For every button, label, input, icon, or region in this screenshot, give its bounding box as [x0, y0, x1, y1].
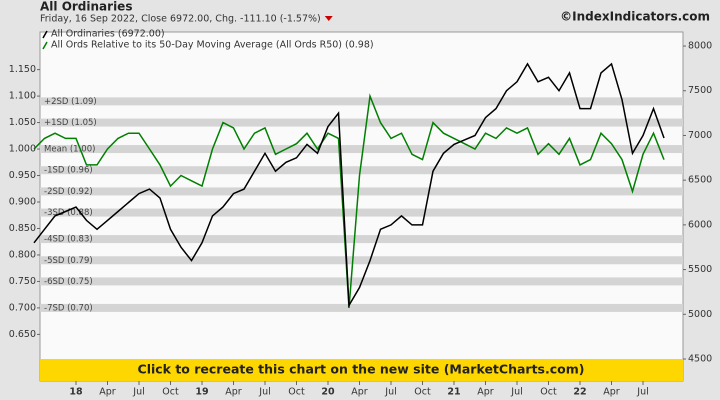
sd-band-label: -5SD (0.79)	[44, 256, 93, 266]
series-line	[33, 62, 665, 308]
y-tick-label: 0.950	[9, 170, 36, 181]
sd-band	[40, 303, 683, 312]
y-tick-label: 0.700	[9, 302, 36, 313]
chart-title: All Ordinaries	[40, 0, 132, 14]
sd-band-label: +2SD (1.09)	[44, 97, 97, 107]
sd-band-label: -4SD (0.83)	[44, 235, 93, 245]
y2-tick-label: 8000	[688, 41, 712, 52]
x-tick-label: Jul	[132, 387, 144, 398]
x-tick-label: Apr	[477, 387, 494, 398]
sd-band-label: -6SD (0.75)	[44, 277, 93, 287]
y-tick-label: 0.650	[9, 329, 36, 340]
x-tick-label: Jul	[510, 387, 522, 398]
x-tick-label: Oct	[414, 387, 431, 398]
sd-band-label: -3SD (0.88)	[44, 208, 93, 218]
y2-tick-label: 4500	[688, 354, 712, 365]
x-tick-label: Jul	[258, 387, 270, 398]
sd-band	[40, 187, 683, 196]
y2-tick-label: 7000	[688, 130, 712, 141]
sd-band	[40, 166, 683, 175]
x-tick-label: 22	[573, 387, 586, 398]
sd-band-label: +1SD (1.05)	[44, 118, 97, 128]
sd-band	[40, 208, 683, 217]
y-tick-label: 1.150	[9, 64, 36, 75]
sd-band	[40, 145, 683, 154]
sd-band	[40, 97, 683, 106]
source: ©IndexIndicators.com	[560, 10, 710, 24]
plot-area	[39, 31, 684, 382]
x-tick-label: Apr	[99, 387, 116, 398]
y-tick-label: 0.850	[9, 223, 36, 234]
x-tick-label: Oct	[540, 387, 557, 398]
x-tick-label: Apr	[351, 387, 368, 398]
banner[interactable]: Click to recreate this chart on the new …	[138, 362, 585, 377]
y2-tick-label: 5500	[688, 264, 712, 275]
y-tick-label: 1.050	[9, 117, 36, 128]
sd-band-label: -1SD (0.96)	[44, 166, 93, 176]
y2-tick-label: 5000	[688, 309, 712, 320]
y-tick-label: 0.800	[9, 249, 36, 260]
sd-band	[40, 235, 683, 244]
series-line	[33, 93, 665, 308]
x-tick-label: Oct	[162, 387, 179, 398]
legend-swatch	[42, 30, 48, 39]
banner-bg[interactable]	[40, 359, 683, 381]
y2-tick-label: 7500	[688, 85, 712, 96]
y-tick-label: 1.100	[9, 91, 36, 102]
subtitle: Friday, 16 Sep 2022, Close 6972.00, Chg.…	[40, 14, 321, 25]
x-tick-label: Jul	[384, 387, 396, 398]
x-tick-label: 20	[321, 387, 335, 398]
x-tick-label: Apr	[603, 387, 620, 398]
legend-label: All Ordinaries (6972.00)	[51, 29, 165, 40]
sd-band-label: -2SD (0.92)	[44, 187, 93, 197]
y-tick-label: 0.900	[9, 196, 36, 207]
y2-tick-label: 6000	[688, 219, 712, 230]
legend-swatch	[42, 41, 48, 50]
y-tick-label: 1.000	[9, 144, 36, 155]
x-tick-label: Oct	[288, 387, 305, 398]
sd-band-label: -7SD (0.70)	[44, 303, 93, 313]
sd-band-label: Mean (1.00)	[44, 145, 95, 155]
y-tick-label: 0.750	[9, 276, 36, 287]
x-tick-label: Jul	[636, 387, 648, 398]
down-arrow	[324, 16, 333, 21]
sd-band	[40, 118, 683, 127]
x-tick-label: 21	[447, 387, 460, 398]
legend-label: All Ords Relative to its 50-Day Moving A…	[51, 40, 374, 51]
x-tick-label: 19	[195, 387, 208, 398]
x-tick-label: Apr	[225, 387, 242, 398]
sd-band	[40, 256, 683, 265]
x-tick-label: 18	[69, 387, 83, 398]
y2-tick-label: 6500	[688, 175, 712, 186]
